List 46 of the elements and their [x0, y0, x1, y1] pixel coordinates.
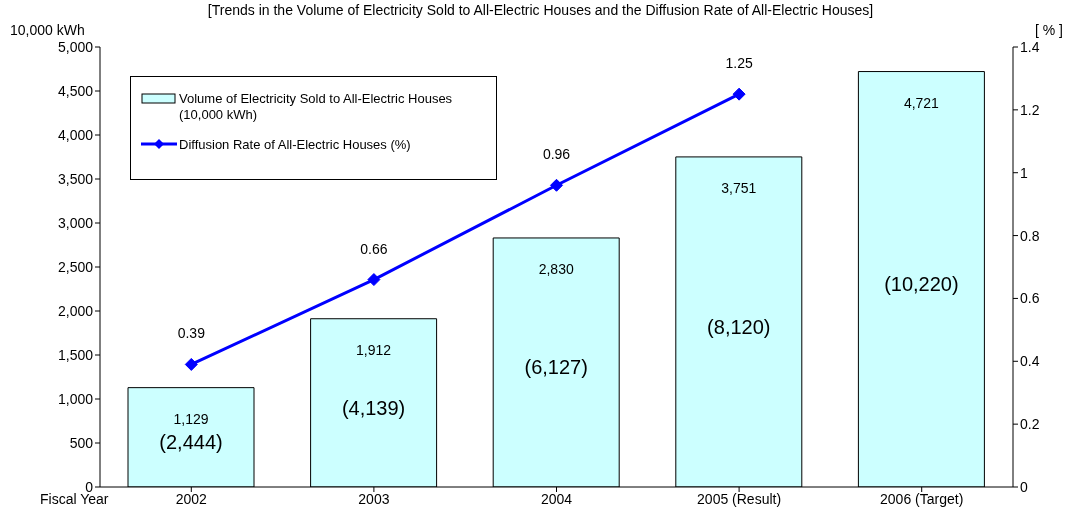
data-label: 0.39	[177, 325, 206, 342]
y-tick-label: 1,000	[57, 390, 94, 407]
y2-axis-title: [ % ]	[1034, 22, 1063, 38]
point	[184, 357, 198, 371]
legend-label: Volume of Electricity Sold to All-Electric Houses (10,000 kWh)	[179, 91, 454, 123]
y-tick-label: 5,000	[57, 38, 94, 55]
y-tick-label: 4,500	[57, 82, 94, 99]
y-tick-label: 2,000	[57, 302, 94, 319]
y2-tick-label: 0.8	[1020, 227, 1040, 244]
x-tick-label: 2004	[540, 490, 573, 507]
x-tick-label: 2002	[175, 490, 208, 507]
y-tick-label: 2,500	[57, 258, 94, 275]
y-tick-label: 3,500	[57, 170, 94, 187]
chart-title: [Trends in the Volume of Electricity Sold to All-Electric Houses and the Diffusion Rate of All-Electric Houses]	[206, 2, 875, 18]
y-tick-label: 500	[69, 434, 94, 451]
data-label: 0.96	[542, 146, 571, 163]
x-tick-label: 2003	[358, 490, 390, 507]
data-label: 1,912	[356, 341, 392, 358]
x-tick-label: 2006 (Target)	[880, 490, 964, 507]
y2-tick-label: 0.2	[1020, 416, 1040, 433]
annotation: (4,139)	[341, 396, 406, 419]
y-tick-label: 1,500	[57, 346, 94, 363]
y2-tick-label: 1	[1020, 164, 1028, 181]
y-tick-label: 3,000	[57, 214, 94, 231]
y2-tick-label: 0.6	[1020, 290, 1040, 307]
y-axis-title: 10,000 kWh	[10, 22, 85, 38]
y-tick-label: 4,000	[57, 126, 94, 143]
point	[367, 273, 381, 287]
data-label: 3,751	[721, 179, 757, 196]
data-label: 1,129	[173, 410, 209, 427]
point	[550, 178, 563, 192]
y2-tick-label: 0.4	[1020, 353, 1040, 370]
annotation: (2,444)	[159, 431, 223, 454]
data-label: 2,830	[538, 260, 574, 277]
annotation: (10,220)	[884, 273, 959, 296]
data-label: 1.25	[725, 55, 753, 72]
annotation: (8,120)	[707, 315, 771, 338]
data-label: 0.66	[360, 240, 388, 257]
annotation: (6,127)	[524, 356, 588, 379]
y2-tick-label: 0	[1020, 478, 1028, 495]
y2-tick-label: 1.4	[1020, 38, 1040, 55]
y2-tick-label: 1.2	[1020, 101, 1040, 118]
x-tick-label: 2005 (Result)	[697, 490, 782, 507]
point	[732, 87, 746, 101]
data-label: 4,721	[903, 94, 940, 111]
legend-label: Diffusion Rate of All-Electric Houses (%)	[179, 137, 411, 153]
